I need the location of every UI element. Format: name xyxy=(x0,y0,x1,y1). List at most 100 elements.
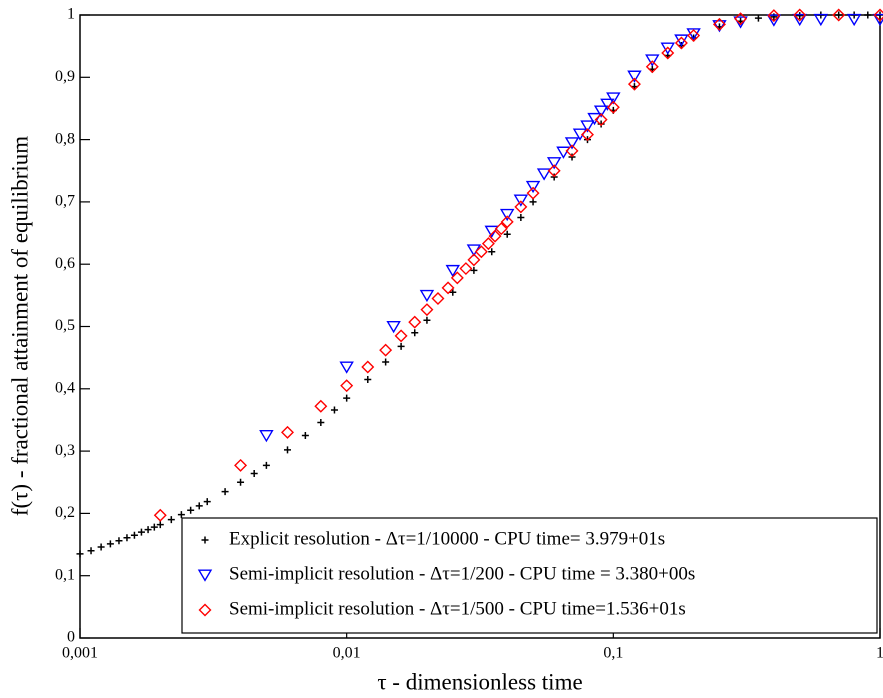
diamond-marker xyxy=(474,245,488,259)
y-tick-label: 0 xyxy=(67,629,75,646)
diamond-marker xyxy=(873,8,883,22)
diamond-marker xyxy=(361,360,375,374)
x-tick-label: 0,01 xyxy=(333,645,361,662)
triangle-marker xyxy=(872,13,883,27)
triangle-marker xyxy=(556,146,571,159)
triangle-marker xyxy=(513,194,529,207)
diamond-marker xyxy=(767,9,781,23)
triangle-marker xyxy=(525,180,541,194)
plus-marker xyxy=(167,516,175,524)
diamond-marker xyxy=(594,113,608,127)
legend-marker xyxy=(201,536,209,544)
plus-marker xyxy=(87,547,95,555)
legend-label: Semi-implicit resolution - Δτ=1/200 - CP… xyxy=(229,563,695,584)
y-tick-label: 0,1 xyxy=(55,566,75,583)
diamond-marker xyxy=(340,379,354,393)
diamond-marker xyxy=(441,281,455,295)
plus-marker xyxy=(330,406,338,414)
diamond-marker xyxy=(467,253,481,267)
triangle-marker xyxy=(792,13,807,27)
diamond-marker xyxy=(379,343,393,357)
diamond-marker xyxy=(661,46,675,60)
y-tick-label: 0,6 xyxy=(55,255,75,272)
diamond-marker xyxy=(627,77,641,91)
diamond-marker xyxy=(793,8,807,22)
diamond-marker xyxy=(481,237,495,251)
y-tick-label: 0,9 xyxy=(55,68,75,85)
plus-marker xyxy=(796,12,804,20)
diamond-marker xyxy=(431,291,445,305)
plus-marker xyxy=(123,534,131,542)
plus-marker xyxy=(284,446,292,454)
triangle-marker xyxy=(766,14,782,27)
plus-marker xyxy=(137,528,145,536)
diamond-marker xyxy=(832,8,846,22)
plus-marker xyxy=(144,526,152,534)
diamond-marker xyxy=(394,329,408,343)
plus-marker xyxy=(262,461,270,469)
plus-marker xyxy=(317,418,325,426)
x-tick-label: 0,001 xyxy=(62,645,98,662)
legend-box xyxy=(181,517,878,634)
legend-marker xyxy=(197,569,213,582)
triangle-marker xyxy=(627,70,642,83)
plus-marker xyxy=(488,248,496,256)
diamond-marker xyxy=(565,144,579,158)
plus-marker xyxy=(503,230,511,238)
y-tick-label: 0,3 xyxy=(55,442,75,459)
triangle-marker xyxy=(645,54,660,67)
triangle-marker xyxy=(564,137,580,150)
y-tick-label: 0,2 xyxy=(55,504,75,521)
plus-marker xyxy=(106,540,114,548)
plus-marker xyxy=(97,543,105,551)
x-tick-label: 0,1 xyxy=(603,645,623,662)
plus-marker xyxy=(237,478,245,486)
plus-marker xyxy=(364,375,372,383)
triangle-marker xyxy=(536,168,552,181)
plus-marker xyxy=(517,213,525,221)
legend-label: Explicit resolution - Δτ=1/10000 - CPU t… xyxy=(229,528,665,549)
triangle-marker xyxy=(419,289,435,303)
legend-marker xyxy=(198,603,212,617)
diamond-marker xyxy=(153,508,167,522)
plus-marker xyxy=(76,550,84,558)
plus-marker xyxy=(754,14,762,22)
x-axis-label: τ - dimensionless time xyxy=(377,669,582,694)
legend-label: Semi-implicit resolution - Δτ=1/500 - CP… xyxy=(229,598,686,619)
diamond-marker xyxy=(459,262,473,276)
triangle-marker xyxy=(386,321,401,334)
triangle-marker xyxy=(445,264,461,278)
triangle-marker xyxy=(546,157,562,170)
y-tick-label: 1 xyxy=(67,6,75,23)
plus-marker xyxy=(250,470,258,478)
plus-marker xyxy=(835,11,843,19)
diamond-marker xyxy=(734,12,748,26)
plus-marker xyxy=(187,506,195,514)
triangle-marker xyxy=(593,105,609,118)
diamond-marker xyxy=(494,222,508,236)
triangle-marker xyxy=(813,13,829,27)
plus-marker xyxy=(156,521,164,529)
plus-marker xyxy=(177,511,185,519)
triangle-marker xyxy=(606,92,621,105)
diamond-marker xyxy=(488,229,502,243)
diamond-marker xyxy=(420,303,434,317)
diamond-marker xyxy=(674,36,688,50)
diamond-marker xyxy=(514,200,528,214)
plus-marker xyxy=(150,523,158,531)
diamond-marker xyxy=(450,271,464,285)
triangle-marker xyxy=(259,430,274,443)
diamond-marker xyxy=(687,29,701,43)
triangle-marker xyxy=(580,120,595,133)
diamond-marker xyxy=(234,458,248,472)
legend: Explicit resolution - Δτ=1/10000 - CPU t… xyxy=(181,517,878,634)
y-tick-label: 0,5 xyxy=(55,317,75,334)
plus-marker xyxy=(397,342,405,350)
x-tick-label: 1 xyxy=(876,645,883,662)
diamond-marker xyxy=(606,100,620,114)
plus-marker xyxy=(597,120,605,128)
plus-marker xyxy=(130,531,138,539)
plus-marker xyxy=(343,394,351,402)
diamond-marker xyxy=(581,128,594,142)
diamond-marker xyxy=(712,17,726,31)
